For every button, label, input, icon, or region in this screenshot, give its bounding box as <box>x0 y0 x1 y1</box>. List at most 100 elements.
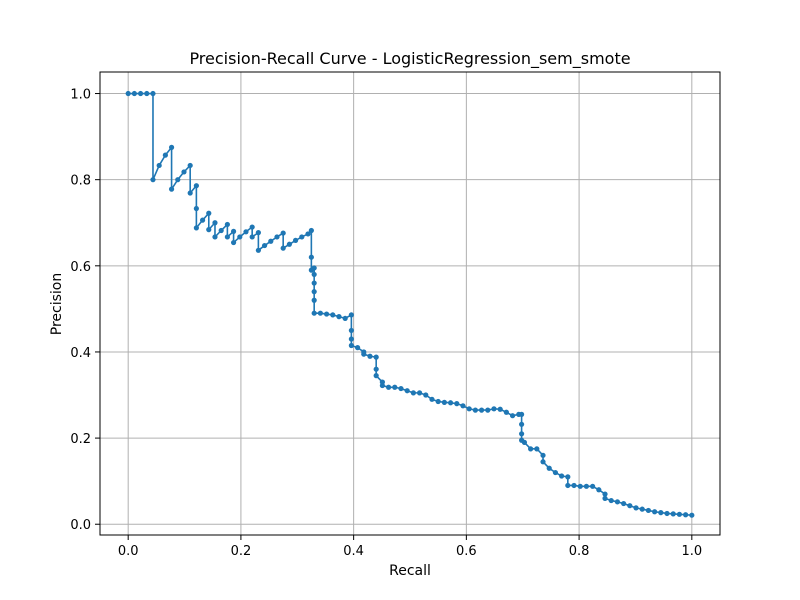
x-tick-label: 1.0 <box>681 544 702 559</box>
pr-point <box>503 409 509 415</box>
y-axis-label: Precision <box>49 273 65 335</box>
pr-point <box>255 247 261 253</box>
pr-point <box>237 234 243 240</box>
pr-point <box>168 186 175 192</box>
pr-point <box>534 446 540 452</box>
pr-point <box>398 385 404 392</box>
pr-point <box>308 227 314 234</box>
y-tick-label: 0.8 <box>70 174 91 189</box>
pr-point <box>311 289 317 295</box>
pr-point <box>423 392 429 398</box>
pr-point <box>255 230 261 236</box>
x-tick-label: 0.0 <box>118 544 139 559</box>
pr-point <box>193 205 199 212</box>
x-tick-label: 0.4 <box>343 544 364 559</box>
pr-point <box>478 407 485 413</box>
pr-point <box>156 162 162 169</box>
pr-point <box>658 509 664 516</box>
pr-point <box>280 245 286 251</box>
pr-point <box>683 512 689 518</box>
pr-point <box>583 483 590 489</box>
pr-point <box>311 265 317 271</box>
pr-point <box>193 225 199 231</box>
pr-point <box>249 234 255 240</box>
pr-point <box>311 310 317 316</box>
pr-point <box>268 238 274 244</box>
pr-point <box>218 227 224 234</box>
pr-point <box>639 506 645 512</box>
pr-point <box>373 366 379 372</box>
pr-point <box>670 511 676 517</box>
pr-point <box>125 90 131 97</box>
pr-point <box>491 406 497 412</box>
pr-point <box>311 280 317 286</box>
pr-point <box>212 234 218 240</box>
pr-point <box>305 231 311 237</box>
pr-point <box>509 413 516 419</box>
pr-point <box>373 354 379 360</box>
pr-point <box>249 224 255 230</box>
pr-point <box>519 431 525 437</box>
pr-point <box>559 473 565 479</box>
pr-point <box>187 162 193 169</box>
pr-point <box>472 407 478 413</box>
y-tick-label: 0.0 <box>70 518 91 533</box>
x-tick-label: 0.8 <box>569 544 590 559</box>
y-tick-label: 0.2 <box>70 432 91 447</box>
pr-point <box>187 190 193 196</box>
pr-point <box>385 384 392 390</box>
y-tick-label: 1.0 <box>70 88 91 103</box>
pr-point <box>336 314 342 320</box>
pr-point <box>323 311 330 317</box>
pr-point <box>308 254 314 260</box>
pr-point <box>621 500 627 507</box>
pr-point <box>224 221 230 228</box>
pr-point <box>168 144 175 150</box>
pr-point <box>404 388 410 394</box>
pr-point <box>633 505 639 511</box>
pr-point <box>373 373 379 379</box>
pr-point <box>280 230 286 236</box>
pr-point <box>137 90 144 97</box>
pr-point <box>342 315 348 321</box>
pr-point <box>379 382 385 389</box>
pr-point <box>602 491 608 497</box>
pr-point <box>150 177 156 183</box>
pr-point <box>521 439 528 445</box>
pr-point <box>131 90 137 97</box>
pr-point <box>311 297 317 303</box>
pr-point <box>528 446 534 452</box>
pr-point <box>206 210 212 216</box>
pr-point <box>540 452 546 458</box>
pr-point <box>354 345 361 351</box>
pr-point <box>614 499 621 505</box>
pr-point <box>274 234 280 240</box>
pr-point <box>286 241 292 247</box>
pr-point <box>590 483 596 489</box>
pr-point <box>230 239 237 246</box>
pr-point <box>454 401 460 407</box>
series-layer <box>125 90 695 518</box>
pr-point <box>676 511 683 517</box>
pr-point <box>552 469 559 476</box>
pr-point <box>261 242 268 249</box>
pr-point <box>466 406 472 412</box>
pr-point <box>348 327 354 334</box>
pr-point <box>144 90 150 97</box>
pr-point <box>664 510 670 517</box>
pr-point <box>348 336 354 342</box>
pr-point <box>645 507 652 514</box>
pr-point <box>206 227 212 233</box>
pr-point <box>608 497 614 504</box>
pr-point <box>317 310 323 316</box>
pr-point <box>162 152 168 158</box>
plot-frame <box>99 71 721 536</box>
pr-point <box>540 459 546 465</box>
pr-point <box>193 183 199 189</box>
pr-point <box>292 237 299 243</box>
pr-point <box>311 271 317 278</box>
pr-point <box>519 421 525 427</box>
pr-point <box>230 228 237 234</box>
